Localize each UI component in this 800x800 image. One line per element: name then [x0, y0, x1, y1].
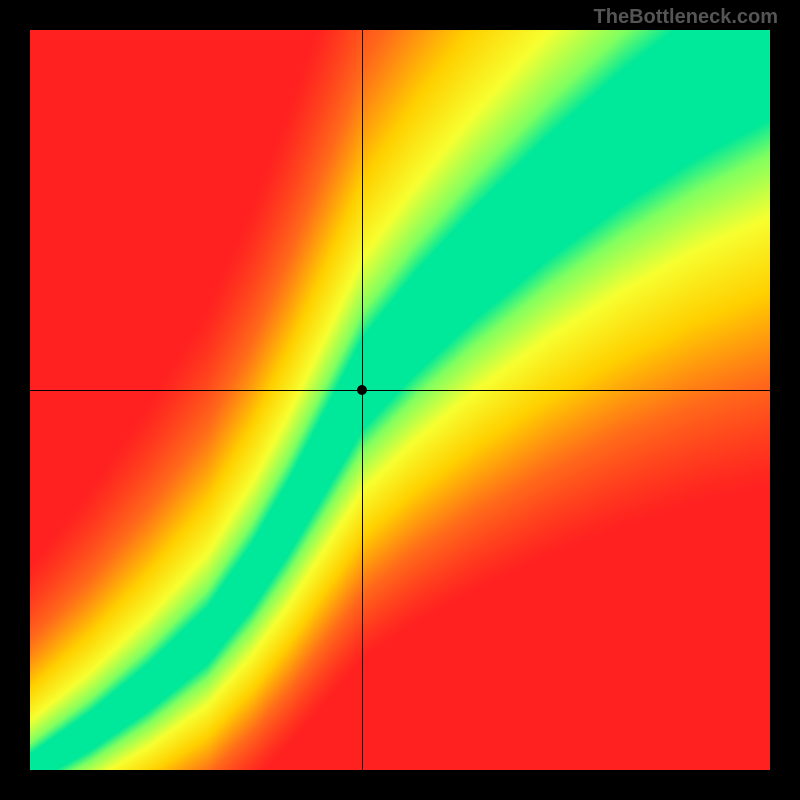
heatmap-chart: [30, 30, 770, 770]
heatmap-canvas: [30, 30, 770, 770]
crosshair-marker: [357, 385, 367, 395]
crosshair-vertical: [362, 30, 363, 770]
crosshair-horizontal: [30, 390, 770, 391]
watermark-text: TheBottleneck.com: [594, 6, 778, 29]
